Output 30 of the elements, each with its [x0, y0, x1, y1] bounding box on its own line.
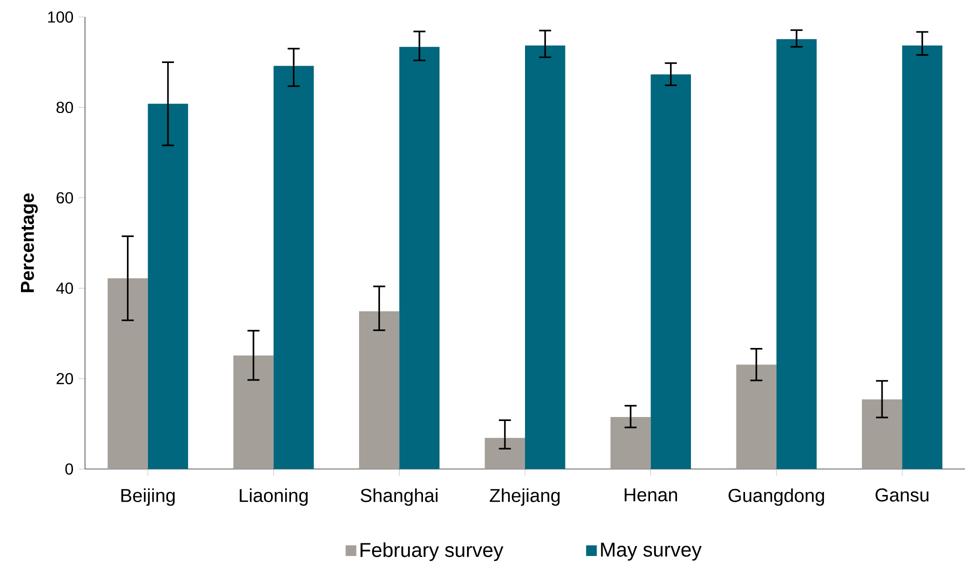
bar — [650, 74, 691, 470]
y-tick-label: 100 — [48, 11, 74, 23]
bar — [359, 311, 400, 470]
legend-label: February survey — [360, 542, 504, 562]
x-tick-label: Gansu — [876, 488, 928, 502]
bar — [108, 278, 148, 470]
bar — [736, 364, 776, 470]
x-tick-label: Zhejiang — [490, 488, 560, 506]
y-axis-title: Percentage — [20, 193, 38, 292]
y-tick-label: 60 — [56, 192, 74, 204]
bar — [148, 104, 188, 470]
x-tick-label: Liaoning — [240, 488, 308, 506]
y-tick-label: 20 — [56, 372, 74, 384]
bar — [862, 399, 902, 470]
bar — [233, 356, 274, 470]
x-tick-label: Beijing — [121, 488, 175, 506]
y-tick-label: 80 — [56, 102, 74, 114]
bar — [776, 39, 817, 470]
bar — [902, 45, 942, 470]
x-tick-label: Henan — [624, 488, 678, 502]
legend-label: May survey — [601, 542, 702, 561]
bar — [399, 46, 440, 470]
x-tick-label: Guangdong — [728, 488, 824, 506]
bar — [274, 66, 314, 470]
y-tick-label: 40 — [56, 282, 74, 294]
bar — [525, 45, 566, 470]
bar — [484, 438, 526, 470]
bar — [610, 417, 651, 470]
x-tick-label: Shanghai — [360, 488, 438, 506]
y-tick-label: 0 — [65, 463, 74, 475]
